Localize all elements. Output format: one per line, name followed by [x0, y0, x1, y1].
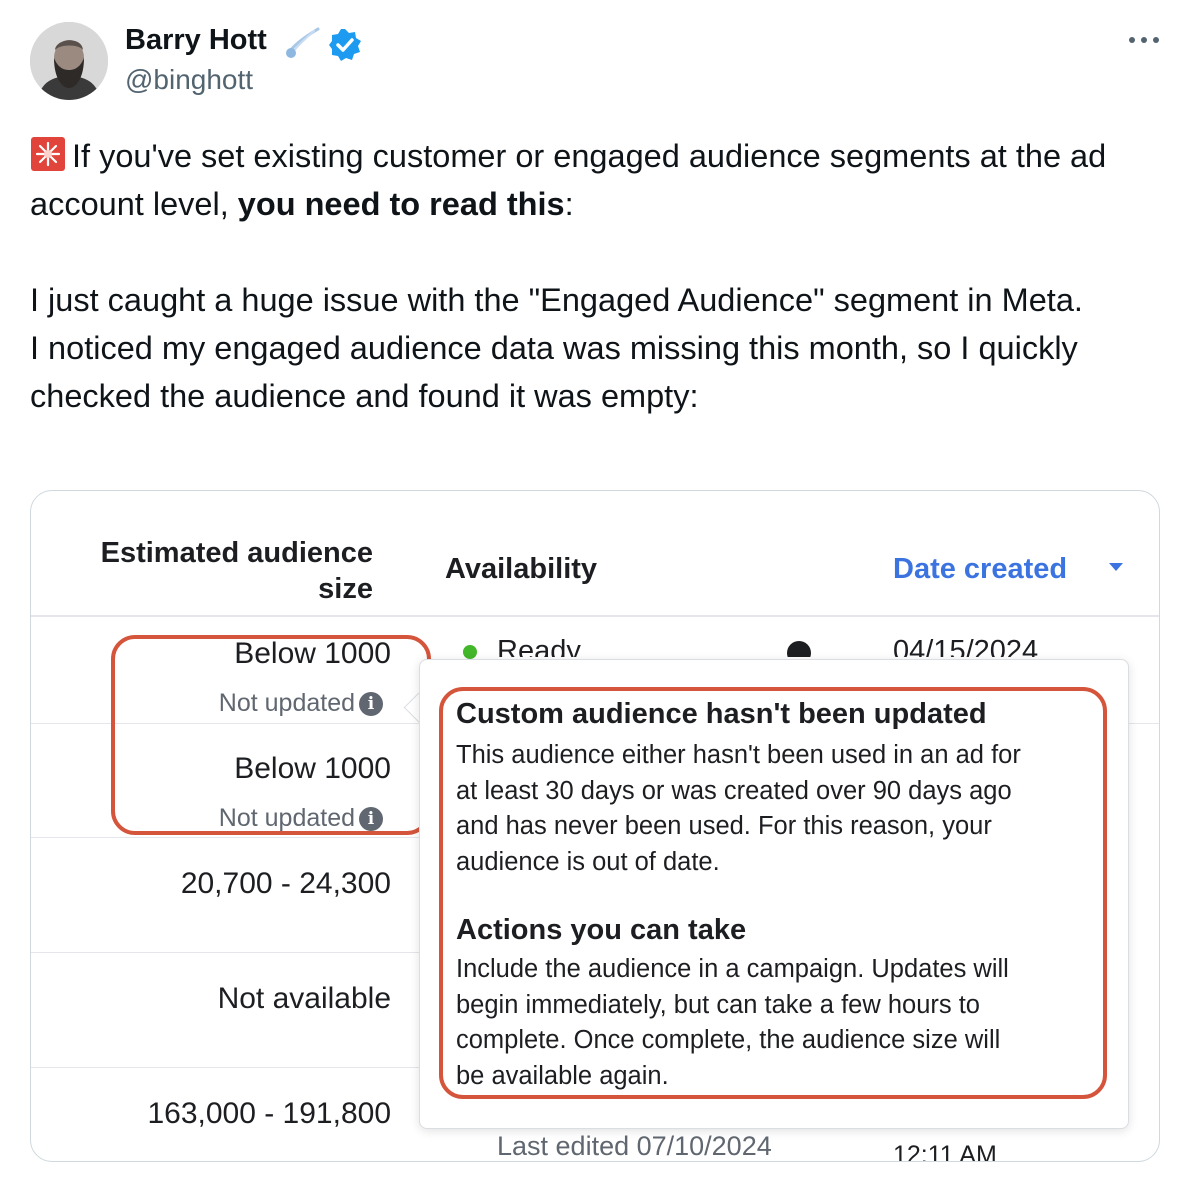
- info-icon[interactable]: i: [359, 692, 383, 716]
- author-name[interactable]: Barry Hott: [125, 24, 267, 56]
- tweet-lead-text: If you've set existing customer or engag…: [30, 138, 1107, 222]
- comet-icon: [286, 27, 320, 58]
- column-header-estimated-size-line1: Estimated audience: [100, 537, 373, 569]
- info-icon[interactable]: [787, 641, 811, 657]
- author-handle[interactable]: @binghott: [125, 64, 254, 95]
- siren-emoji-icon: [31, 137, 65, 171]
- sort-caret-icon[interactable]: [1109, 563, 1123, 571]
- audience-size-cell: Below 1000: [234, 752, 391, 785]
- highlight-box-tooltip: [439, 687, 1107, 1099]
- tooltip-actions-body: Include the audience in a campaign. Upda…: [456, 952, 1096, 1094]
- column-header-estimated-size[interactable]: Estimated audience size: [33, 535, 373, 607]
- tooltip-actions-line: begin immediately, but can take a few ho…: [456, 990, 980, 1019]
- audience-size-cell: Not available: [217, 982, 391, 1015]
- audience-status-cell: Not updated: [218, 689, 355, 717]
- tweet-text: If you've set existing customer or engag…: [30, 132, 1170, 420]
- row-divider: [31, 1067, 421, 1068]
- highlight-box-size-cells: [111, 635, 431, 835]
- availability-cell: Ready: [497, 635, 581, 657]
- tooltip-actions-line: Include the audience in a campaign. Upda…: [456, 955, 1009, 983]
- tweet-paragraph-2-line-1: I just caught a huge issue with the "Eng…: [30, 282, 1083, 318]
- audience-status-cell: Not updated: [218, 804, 355, 832]
- more-options-icon[interactable]: [1126, 28, 1162, 52]
- tooltip-body-line: at least 30 days or was created over 90 …: [456, 776, 1012, 805]
- row-divider: [31, 837, 421, 838]
- attached-image[interactable]: Estimated audience size Availability Dat…: [30, 490, 1160, 1162]
- tooltip-body-line: This audience either hasn't been used in…: [456, 741, 1021, 769]
- date-created-cell: 04/15/2024: [893, 635, 1039, 657]
- audience-size-cell: 20,700 - 24,300: [180, 867, 391, 900]
- tooltip-body-line: and has never been used. For this reason…: [456, 812, 992, 840]
- tweet-bold-text: you need to read this: [237, 186, 565, 222]
- audience-size-cell: Below 1000: [234, 637, 391, 670]
- tweet-paragraph-2-line-2: I noticed my engaged audience data was m…: [30, 330, 1078, 366]
- tooltip-actions-line: be available again.: [456, 1061, 669, 1090]
- tooltip-body: This audience either hasn't been used in…: [456, 738, 1096, 880]
- tweet-paragraph-1: If you've set existing customer or engag…: [30, 132, 1170, 228]
- avatar[interactable]: [30, 22, 108, 100]
- ready-status-dot: [463, 645, 477, 659]
- column-header-estimated-size-line2: size: [318, 573, 373, 605]
- column-header-availability[interactable]: Availability: [445, 553, 598, 585]
- tooltip-actions-title: Actions you can take: [456, 914, 747, 946]
- info-icon[interactable]: i: [359, 807, 383, 831]
- tweet-colon: :: [564, 186, 574, 222]
- audience-size-cell: 163,000 - 191,800: [147, 1097, 391, 1130]
- tooltip-title: Custom audience hasn't been updated: [456, 698, 987, 730]
- last-edited-text: Last edited 07/10/2024: [497, 1131, 772, 1161]
- column-header-date-created[interactable]: Date created: [893, 553, 1068, 585]
- tooltip-popover: Custom audience hasn't been updated This…: [419, 659, 1129, 1129]
- tooltip-body-line: audience is out of date.: [456, 847, 720, 876]
- verified-badge-icon[interactable]: [328, 28, 362, 62]
- time-cell: 12:11 AM: [893, 1141, 997, 1162]
- tooltip-actions-line: complete. Once complete, the audience si…: [456, 1026, 1001, 1054]
- header-divider: [31, 615, 1159, 617]
- row-divider: [31, 952, 421, 953]
- tweet-paragraph-2-line-3: checked the audience and found it was em…: [30, 378, 699, 414]
